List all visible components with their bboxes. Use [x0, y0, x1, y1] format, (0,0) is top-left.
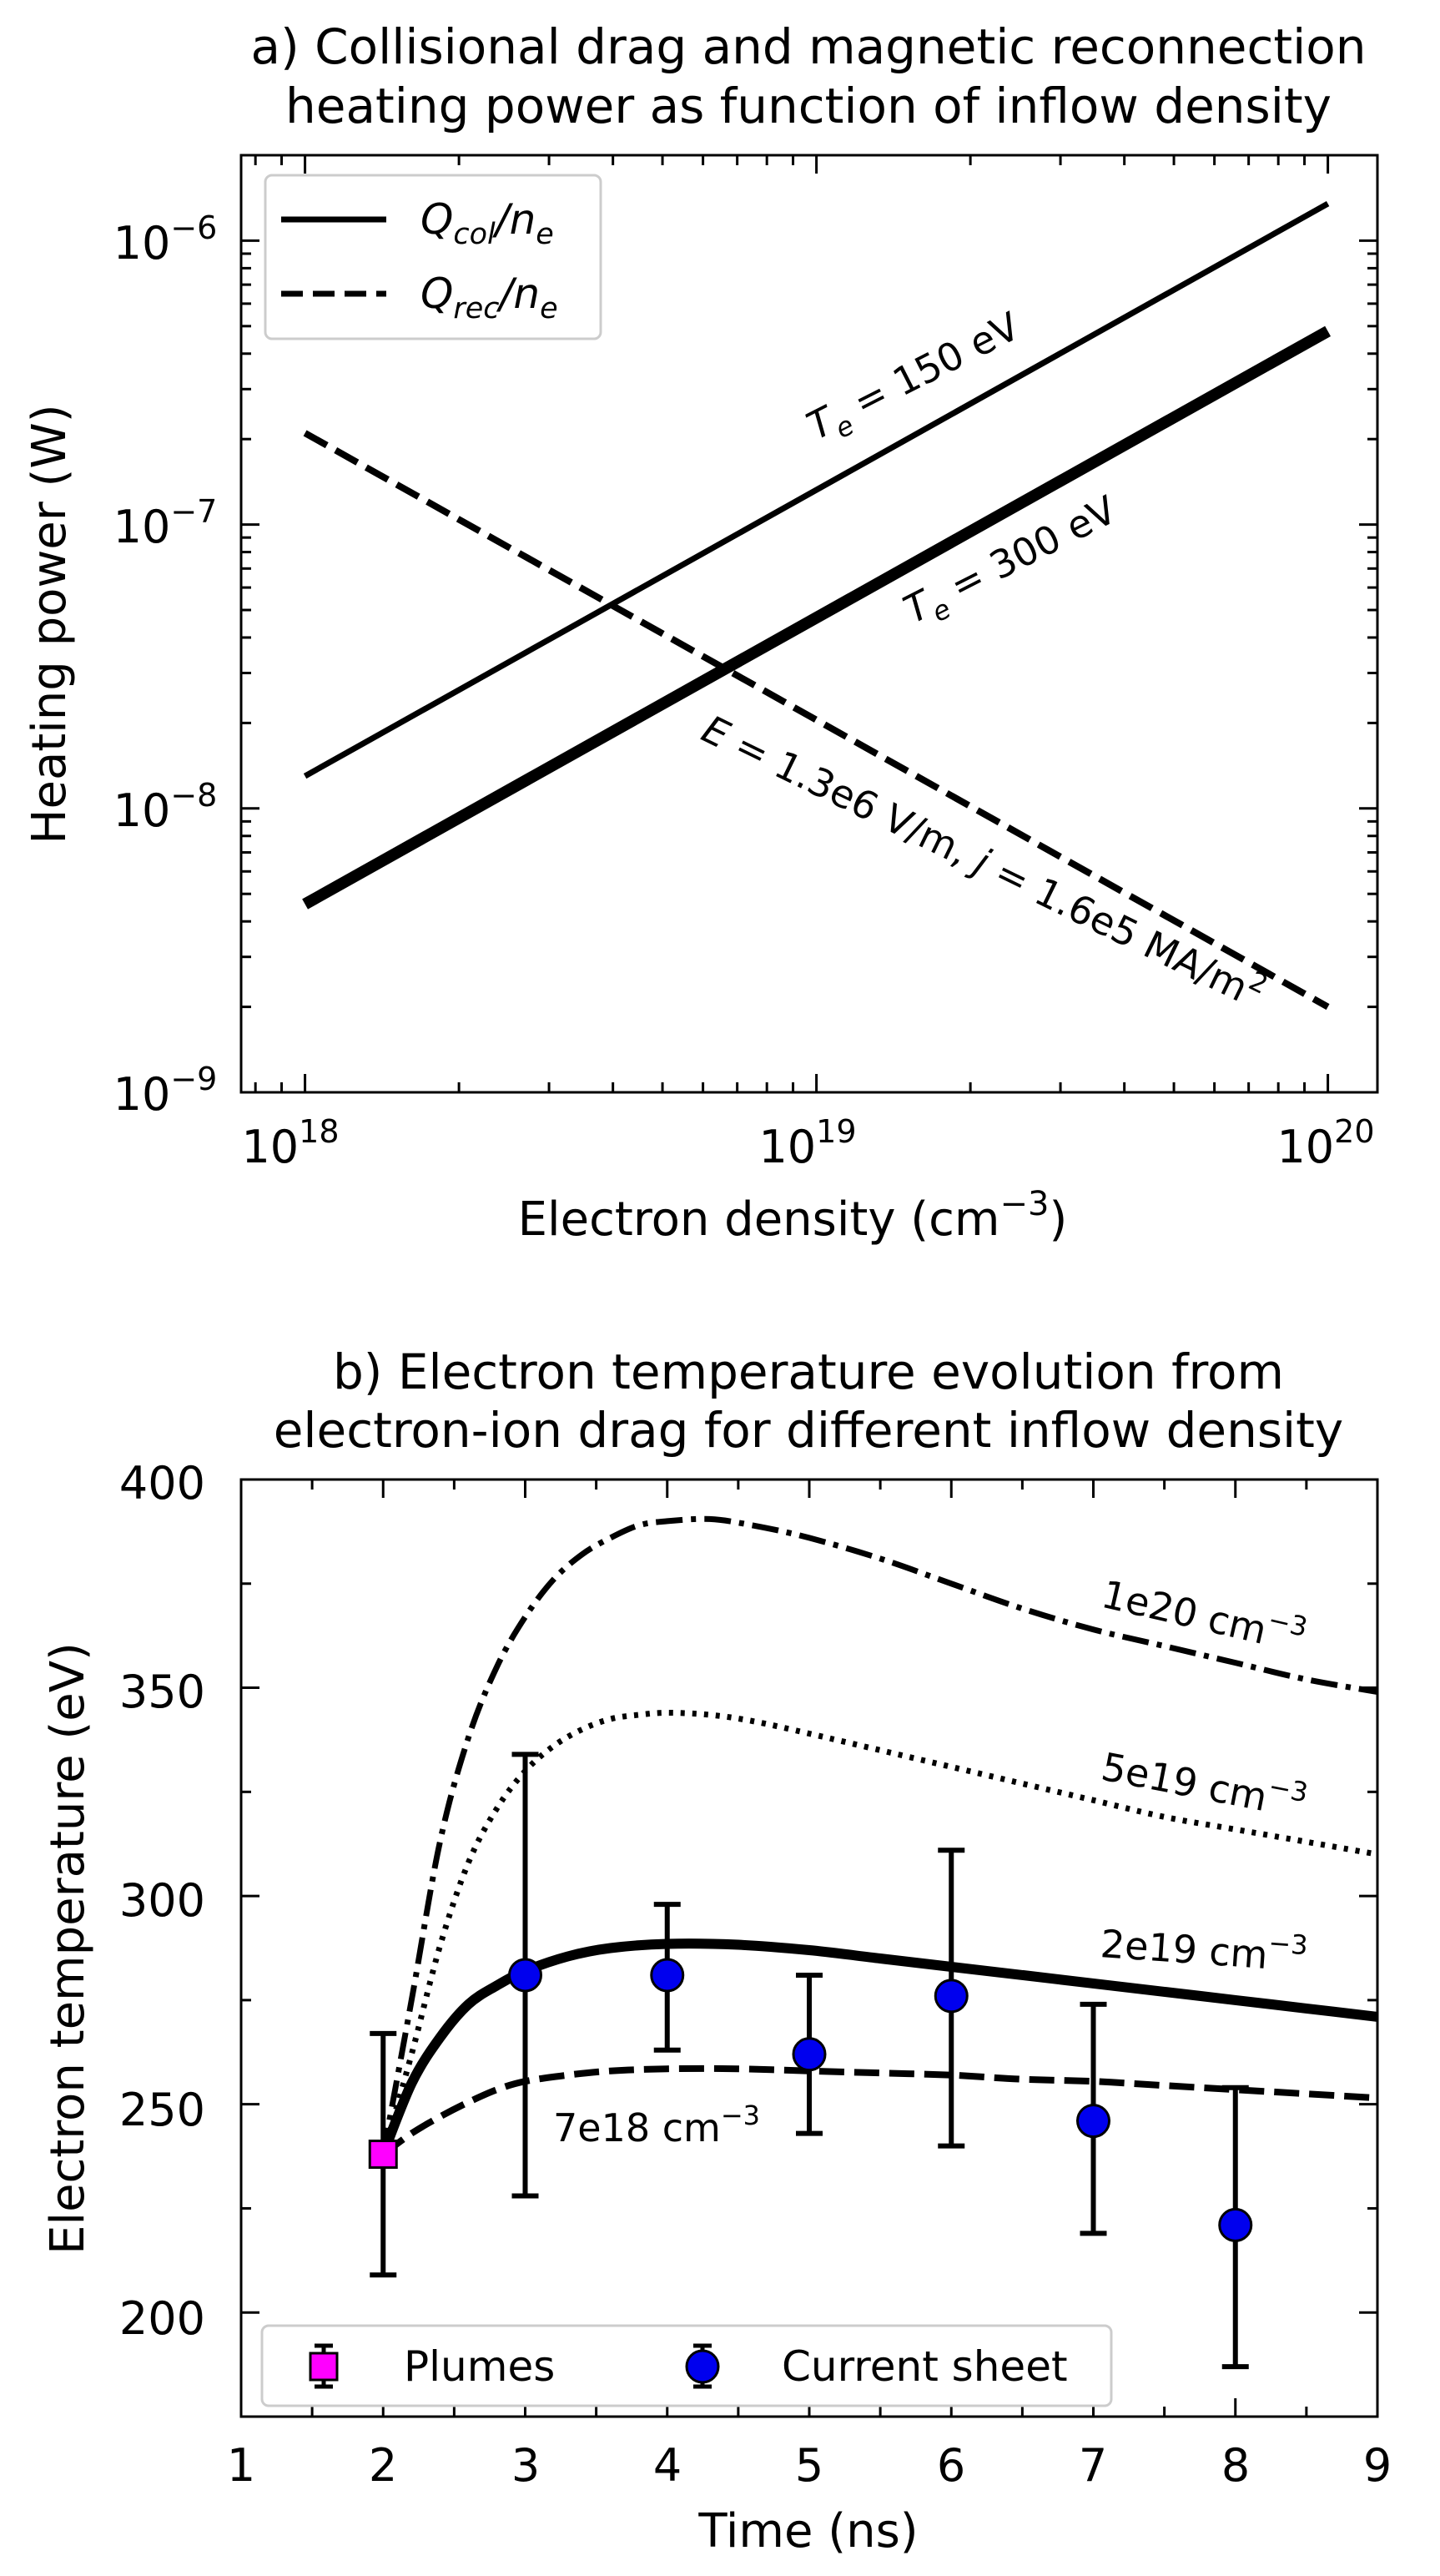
panel-b: b) Electron temperature evolution from e…	[41, 1343, 1392, 2558]
panel-b-data-points	[368, 1752, 1253, 2370]
panel-b-xtick-label: 1	[227, 2439, 255, 2492]
panel-b-ytick-label: 250	[119, 2084, 205, 2136]
legend-label-current-sheet: Current sheet	[782, 2342, 1068, 2391]
series-curve-1e20	[380, 1515, 1378, 2155]
series-line-te-300	[302, 325, 1332, 910]
panel-a-xtick-label: 1019	[758, 1113, 856, 1173]
panel-a-ytick-label: 10−7	[113, 493, 218, 553]
data-point-plumes	[368, 2140, 398, 2170]
legend-marker-plumes	[309, 2352, 339, 2382]
data-point-current-sheet	[508, 1958, 542, 1993]
panel-a-ytick-label: 10−8	[113, 777, 218, 837]
panel-b-ytick-label: 300	[119, 1874, 205, 1927]
legend-marker-current-sheet	[685, 2349, 720, 2384]
panel-b-xtick-label: 6	[937, 2439, 965, 2492]
legend-label-q-rec: Qrec/ne	[420, 270, 558, 325]
data-point-current-sheet	[650, 1958, 685, 1993]
panel-a-legend: Qcol/ne Qrec/ne	[264, 174, 602, 340]
panel-b-ytick-label: 400	[119, 1457, 205, 1510]
data-point-current-sheet	[1076, 2104, 1110, 2139]
panel-a-title-line-1: a) Collisional drag and magnetic reconne…	[251, 18, 1367, 75]
panel-a-plot-frame	[239, 154, 1379, 1094]
panel-b-xtick-label: 8	[1221, 2439, 1250, 2492]
panel-b-tick-marks	[239, 1478, 1379, 2418]
panel-a-ytick-label: 10−6	[113, 209, 218, 270]
panel-b-xtick-label: 3	[511, 2439, 540, 2492]
panel-b-xtick-label: 5	[795, 2439, 823, 2492]
panel-a-xtick-label: 1018	[241, 1113, 339, 1173]
panel-a-xtick-label: 1020	[1276, 1113, 1374, 1173]
panel-b-ytick-label: 350	[119, 1666, 205, 1718]
series-curve-7e18	[380, 2064, 1378, 2157]
data-point-current-sheet	[1218, 2207, 1253, 2242]
panel-b-xtick-label: 2	[369, 2439, 397, 2492]
data-point-current-sheet	[934, 1979, 969, 2014]
panel-a-x-axis-label: Electron density (cm−3)	[518, 1185, 1068, 1247]
series-curve-2e19	[378, 1938, 1378, 2156]
data-point-current-sheet	[792, 2037, 827, 2072]
panel-a-y-axis-label: Heating power (W)	[23, 404, 77, 844]
panel-a-legend-frame	[264, 174, 602, 340]
panel-b-xtick-label: 7	[1079, 2439, 1107, 2492]
panel-b-x-axis-label: Time (ns)	[697, 2504, 918, 2558]
series-line-te-150	[303, 201, 1330, 779]
panel-b-ytick-label: 200	[119, 2292, 205, 2345]
panel-a-ytick-label: 10−9	[113, 1061, 218, 1121]
curve-label-7e18: 7e18 cm−3	[553, 2100, 760, 2150]
panel-b-legend: Plumes Current sheet	[260, 2324, 1113, 2407]
panel-b-xtick-label: 4	[653, 2439, 682, 2492]
panel-b-title-line-2: electron-ion drag for different inflow d…	[274, 1402, 1344, 1459]
panel-a-tick-marks	[241, 154, 1377, 1094]
panel-b-y-axis-label: Electron temperature (eV)	[41, 1642, 95, 2255]
legend-label-q-col: Qcol/ne	[420, 195, 554, 251]
panel-b-title-line-1: b) Electron temperature evolution from	[333, 1343, 1284, 1400]
legend-label-plumes: Plumes	[404, 2342, 555, 2391]
panel-a-title-line-2: heating power as function of inflow dens…	[285, 78, 1332, 134]
panel-b-xtick-label: 9	[1363, 2439, 1392, 2492]
series-line-q-rec	[303, 430, 1330, 1011]
